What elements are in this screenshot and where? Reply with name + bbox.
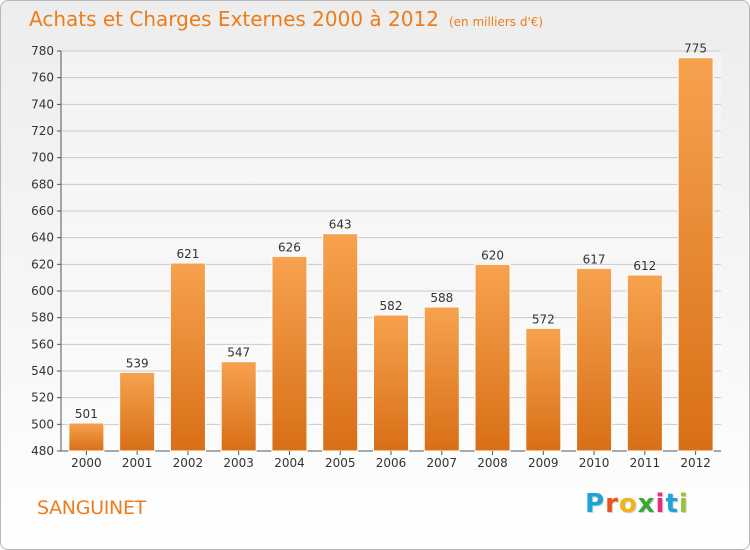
x-tick-label: 2002 xyxy=(173,456,204,470)
y-tick-label: 700 xyxy=(31,151,54,165)
y-tick-label: 720 xyxy=(31,124,54,138)
logo-letter: r xyxy=(605,489,619,519)
town-name: SANGUINET xyxy=(37,497,146,519)
proxiti-logo: Proxiti xyxy=(585,489,689,519)
logo-letter: i xyxy=(678,489,689,519)
x-tick-label: 2009 xyxy=(528,456,559,470)
data-label: 620 xyxy=(481,248,504,262)
data-label: 612 xyxy=(633,259,656,273)
x-tick-label: 2005 xyxy=(325,456,356,470)
logo-letter: i xyxy=(655,489,666,519)
y-tick-label: 780 xyxy=(31,44,54,58)
y-tick-label: 540 xyxy=(31,364,54,378)
y-tick-label: 740 xyxy=(31,97,54,111)
bar xyxy=(576,267,613,452)
bar xyxy=(677,57,714,452)
data-label: 626 xyxy=(278,240,301,254)
y-tick-label: 680 xyxy=(31,177,54,191)
data-label: 643 xyxy=(329,218,352,232)
y-tick-label: 640 xyxy=(31,231,54,245)
chart-title: Achats et Charges Externes 2000 à 2012 (e… xyxy=(29,7,543,31)
y-tick-label: 620 xyxy=(31,257,54,271)
y-tick-label: 760 xyxy=(31,71,54,85)
x-tick-label: 2010 xyxy=(579,456,610,470)
data-label: 572 xyxy=(532,312,555,326)
x-tick-label: 2001 xyxy=(122,456,153,470)
x-tick-label: 2012 xyxy=(680,456,711,470)
bar xyxy=(372,314,410,452)
logo-letter: P xyxy=(585,489,606,519)
bar xyxy=(322,233,359,452)
y-tick-label: 560 xyxy=(31,337,54,351)
data-label: 582 xyxy=(380,299,403,313)
bar xyxy=(423,306,460,452)
bar xyxy=(474,263,511,452)
data-label: 539 xyxy=(126,356,149,370)
data-label: 621 xyxy=(176,247,199,261)
y-tick-label: 520 xyxy=(31,391,54,405)
bar xyxy=(626,274,663,452)
logo-letter: o xyxy=(618,489,638,519)
x-tick-label: 2008 xyxy=(477,456,508,470)
bar xyxy=(68,422,105,452)
bar xyxy=(119,371,156,452)
chart-subtitle: (en milliers d'€) xyxy=(448,15,544,29)
chart-title-text: Achats et Charges Externes 2000 à 2012 xyxy=(29,7,439,31)
y-tick-label: 660 xyxy=(31,204,54,218)
bar xyxy=(220,361,257,452)
data-label: 588 xyxy=(430,291,453,305)
logo-letter: x xyxy=(637,489,656,519)
data-label: 547 xyxy=(227,346,250,360)
y-tick-label: 500 xyxy=(31,417,54,431)
data-label: 775 xyxy=(684,42,707,56)
x-tick-label: 2003 xyxy=(223,456,254,470)
y-tick-label: 580 xyxy=(31,311,54,325)
x-tick-label: 2011 xyxy=(630,456,661,470)
bar xyxy=(525,327,562,452)
bar xyxy=(169,262,206,452)
x-tick-label: 2006 xyxy=(376,456,407,470)
x-tick-label: 2000 xyxy=(71,456,102,470)
bar xyxy=(271,255,308,452)
y-tick-label: 600 xyxy=(31,284,54,298)
data-label: 501 xyxy=(75,407,98,421)
x-tick-label: 2007 xyxy=(426,456,457,470)
logo-letter: t xyxy=(665,489,679,519)
data-label: 617 xyxy=(583,252,606,266)
x-tick-label: 2004 xyxy=(274,456,305,470)
y-tick-label: 480 xyxy=(31,444,54,458)
